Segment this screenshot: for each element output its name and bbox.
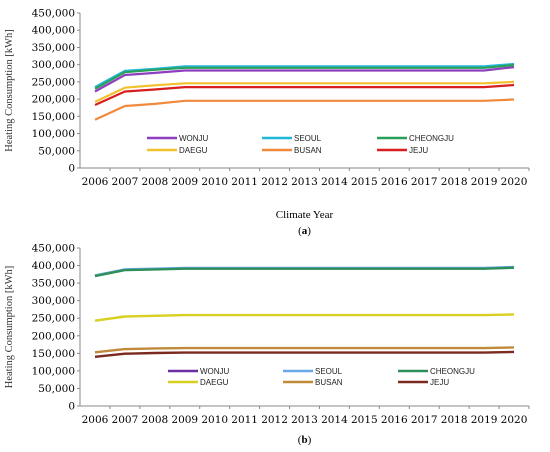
x-tick-label: 2019 <box>471 414 498 426</box>
y-tick-label: 250,000 <box>32 313 75 325</box>
x-tick-label: 2016 <box>381 414 408 426</box>
y-axis-title: Heating Consumption [kWh] <box>4 29 15 151</box>
y-tick-label: 450,000 <box>32 8 75 20</box>
x-tick-label: 2011 <box>231 176 258 188</box>
x-tick-label: 2012 <box>261 176 288 188</box>
y-tick-label: 0 <box>68 163 75 175</box>
y-tick-label: 400,000 <box>32 260 75 272</box>
series-line-busan <box>94 98 515 121</box>
chart-a: 0 50,000 100,000 150,000 200,000 250,000 300,0… <box>4 8 530 237</box>
x-tick-label: 2017 <box>411 176 438 188</box>
x-axis-title: Climate Year <box>276 209 334 221</box>
y-tick-label: 150,000 <box>32 348 75 360</box>
y-tick-label: 50,000 <box>38 145 75 157</box>
panel-label: (b) <box>298 434 312 446</box>
y-tick-label: 100,000 <box>32 128 75 140</box>
y-tick-label: 250,000 <box>32 76 75 88</box>
x-tick-label: 2012 <box>261 414 288 426</box>
legend-label-busan: BUSAN <box>315 378 343 387</box>
x-tick-label: 2014 <box>321 414 348 426</box>
x-tick-label: 2013 <box>291 414 318 426</box>
legend-label-seoul: SEOUL <box>315 367 343 376</box>
y-tick-label: 300,000 <box>32 295 75 307</box>
x-tick-label: 2006 <box>82 414 109 426</box>
legend-label-jeju: JEJU <box>409 146 428 155</box>
legend-label-cheongju: CHEONGJU <box>430 367 475 376</box>
legend-label-seoul: SEOUL <box>294 134 322 143</box>
series-line-cheongju <box>94 266 515 278</box>
x-tick-label: 2016 <box>381 176 408 188</box>
x-tick-label: 2020 <box>501 176 528 188</box>
y-axis-title: Heating Consumption [kWh] <box>4 266 15 388</box>
x-tick-label: 2009 <box>171 414 198 426</box>
y-tick-label: 100,000 <box>32 365 75 377</box>
x-tick-label: 2007 <box>112 414 139 426</box>
y-tick-label: 350,000 <box>32 278 75 290</box>
y-tick-label: 450,000 <box>32 243 75 255</box>
x-tick-label: 2009 <box>171 176 198 188</box>
x-tick-label: 2008 <box>141 176 168 188</box>
panel-letter: b <box>301 434 307 446</box>
y-tick-label: 0 <box>68 401 75 413</box>
x-tick-label: 2015 <box>351 414 378 426</box>
y-tick-label: 200,000 <box>32 330 75 342</box>
chart-b: 0 50,000 100,000 150,000 200,000 250,000 300,0… <box>4 243 530 446</box>
legend-label-wonju: WONJU <box>179 134 209 143</box>
series-line-daegu <box>94 80 515 103</box>
legend-label-daegu: DAEGU <box>200 378 229 387</box>
series-line-seoul <box>94 62 515 89</box>
series-line-busan <box>94 346 515 354</box>
y-tick-label: 300,000 <box>32 59 75 71</box>
y-tick-label: 350,000 <box>32 42 75 54</box>
x-tick-label: 2015 <box>351 176 378 188</box>
legend-label-cheongju: CHEONGJU <box>409 134 454 143</box>
y-tick-label: 150,000 <box>32 111 75 123</box>
legend-label-daegu: DAEGU <box>179 146 208 155</box>
x-tick-label: 2019 <box>471 176 498 188</box>
x-tick-label: 2017 <box>411 414 438 426</box>
x-tick-label: 2007 <box>112 176 139 188</box>
series-line-wonju <box>94 66 515 93</box>
series-line-jeju <box>94 83 515 107</box>
series-line-jeju <box>94 350 515 358</box>
x-tick-label: 2014 <box>321 176 348 188</box>
x-tick-label: 2020 <box>501 414 528 426</box>
x-tick-label: 2013 <box>291 176 318 188</box>
panel-letter: a <box>302 225 308 237</box>
series-line-cheongju <box>94 63 515 90</box>
y-tick-label: 400,000 <box>32 25 75 37</box>
x-tick-label: 2011 <box>231 414 258 426</box>
series-line-daegu <box>94 313 515 322</box>
x-tick-label: 2008 <box>141 414 168 426</box>
legend-label-wonju: WONJU <box>200 367 230 376</box>
x-tick-label: 2006 <box>82 176 109 188</box>
y-tick-label: 200,000 <box>32 94 75 106</box>
panel-label: (a) <box>298 225 311 237</box>
x-tick-label: 2018 <box>441 414 468 426</box>
legend-label-busan: BUSAN <box>294 146 322 155</box>
x-tick-label: 2018 <box>441 176 468 188</box>
x-tick-label: 2010 <box>201 176 228 188</box>
legend-label-jeju: JEJU <box>430 378 449 387</box>
y-tick-label: 50,000 <box>38 383 75 395</box>
x-tick-label: 2010 <box>201 414 228 426</box>
